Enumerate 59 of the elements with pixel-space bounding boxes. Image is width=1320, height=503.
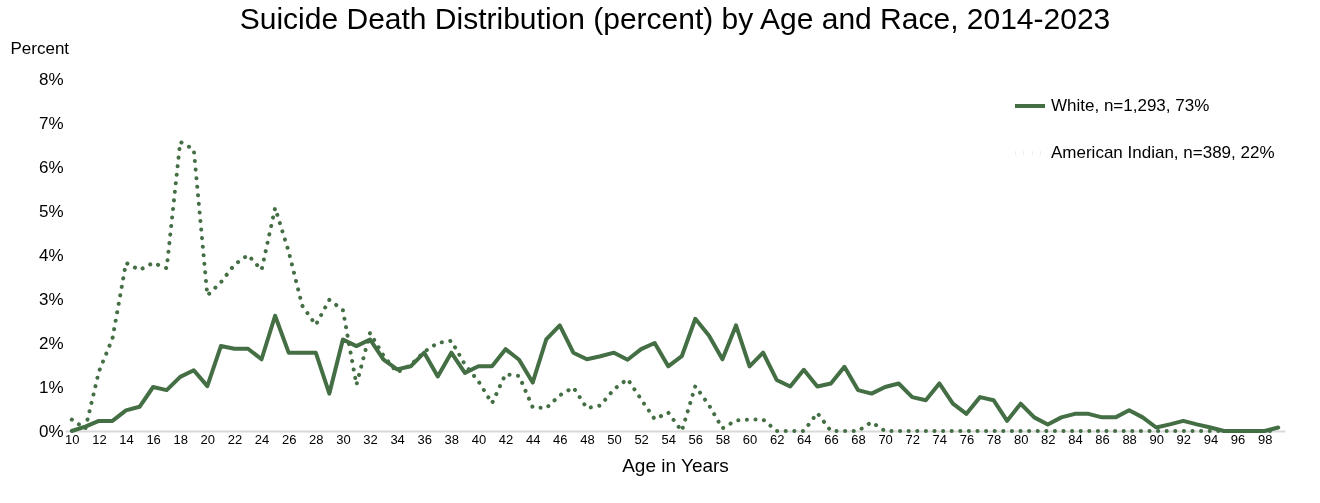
x-tick-label: 38 xyxy=(444,431,460,447)
x-tick-label: 82 xyxy=(1041,431,1056,447)
x-tick-label: 18 xyxy=(173,431,188,447)
x-tick-label: 22 xyxy=(227,431,243,447)
x-tick-label: 32 xyxy=(363,431,378,447)
x-tick-label: 78 xyxy=(986,431,1002,447)
legend-label: White, n=1,293, 73% xyxy=(1051,96,1210,115)
x-tick-label: 48 xyxy=(580,431,595,447)
y-tick-label: 5% xyxy=(38,201,64,221)
x-tick-label: 70 xyxy=(878,431,893,447)
x-tick-label: 86 xyxy=(1095,431,1110,447)
x-tick-label: 52 xyxy=(634,431,649,447)
x-tick-label: 60 xyxy=(742,431,758,447)
x-tick-label: 44 xyxy=(525,431,541,447)
x-tick-label: 84 xyxy=(1068,431,1083,447)
x-tick-label: 20 xyxy=(200,431,216,447)
x-tick-label: 96 xyxy=(1230,431,1246,447)
x-tick-label: 10 xyxy=(65,431,80,447)
y-tick-label: 8% xyxy=(38,69,64,89)
x-tick-label: 14 xyxy=(119,431,134,447)
x-tick-label: 40 xyxy=(471,431,487,447)
y-axis-title: Percent xyxy=(10,38,70,58)
legend-label: American Indian, n=389, 22% xyxy=(1051,143,1275,162)
x-tick-label: 92 xyxy=(1176,431,1192,447)
x-tick-label: 64 xyxy=(797,431,812,447)
x-axis-title: Age in Years xyxy=(622,454,729,476)
x-tick-label: 28 xyxy=(309,431,324,447)
x-tick-label: 36 xyxy=(417,431,432,447)
y-tick-label: 7% xyxy=(38,113,64,133)
y-tick-label: 0% xyxy=(38,421,64,441)
y-tick-label: 1% xyxy=(38,377,64,397)
chart-title: Suicide Death Distribution (percent) by Age and Race, 2014-2023 xyxy=(239,2,1111,35)
y-tick-label: 2% xyxy=(38,333,64,353)
x-tick-label: 26 xyxy=(281,431,297,447)
x-tick-label: 88 xyxy=(1122,431,1137,447)
x-tick-label: 66 xyxy=(824,431,839,447)
x-tick-label: 76 xyxy=(959,431,975,447)
x-tick-label: 34 xyxy=(390,431,405,447)
y-tick-label: 6% xyxy=(38,157,64,177)
x-tick-label: 24 xyxy=(254,431,270,447)
x-tick-label: 30 xyxy=(336,431,351,447)
x-tick-label: 56 xyxy=(688,431,704,447)
x-tick-label: 72 xyxy=(905,431,920,447)
y-tick-label: 4% xyxy=(38,245,64,265)
x-tick-label: 16 xyxy=(146,431,161,447)
x-tick-label: 68 xyxy=(851,431,866,447)
x-tick-label: 42 xyxy=(498,431,514,447)
x-tick-label: 46 xyxy=(553,431,568,447)
x-tick-label: 74 xyxy=(932,431,948,447)
x-tick-label: 12 xyxy=(92,431,107,447)
x-tick-label: 98 xyxy=(1257,431,1273,447)
x-tick-label: 62 xyxy=(769,431,785,447)
x-tick-label: 80 xyxy=(1013,431,1029,447)
x-tick-label: 90 xyxy=(1149,431,1164,447)
x-tick-label: 94 xyxy=(1203,431,1219,447)
x-tick-label: 50 xyxy=(607,431,622,447)
x-tick-label: 54 xyxy=(661,431,676,447)
x-tick-label: 58 xyxy=(715,431,731,447)
y-tick-label: 3% xyxy=(38,289,64,309)
